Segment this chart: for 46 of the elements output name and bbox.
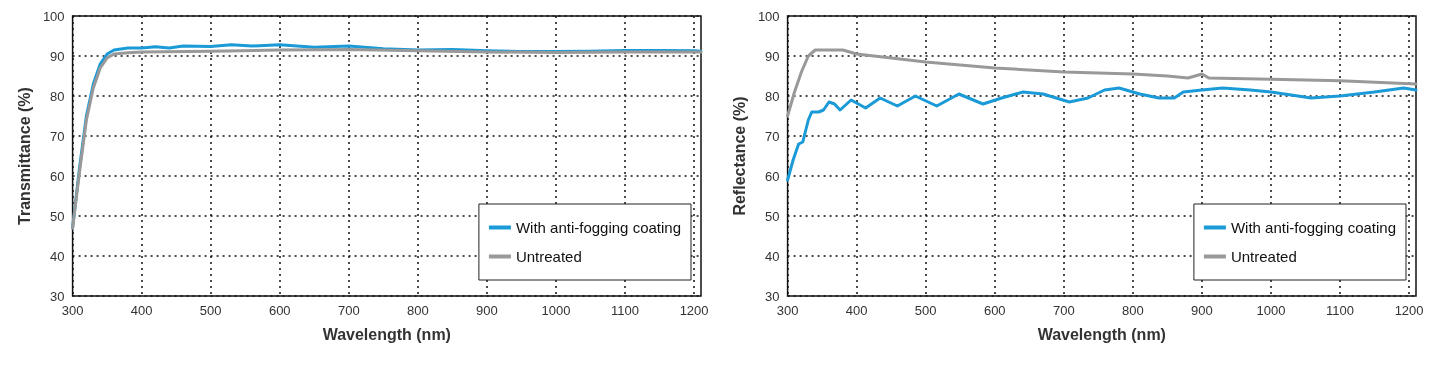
y-tick-label: 90	[765, 48, 780, 64]
x-tick-label: 1100	[1326, 303, 1355, 318]
y-tick-label: 80	[50, 88, 65, 104]
x-axis-title: Wavelength (nm)	[1037, 325, 1166, 343]
y-tick-label: 80	[765, 88, 780, 104]
legend-label: With anti-fogging coating	[515, 219, 682, 236]
x-tick-label: 800	[1122, 303, 1144, 318]
y-tick-label: 30	[50, 288, 65, 304]
x-tick-label: 400	[130, 303, 153, 318]
y-tick-label: 40	[50, 248, 65, 264]
y-tick-label: 30	[765, 288, 780, 304]
y-tick-label: 50	[765, 208, 780, 224]
line-series	[786, 48, 1418, 118]
y-tick-label: 40	[765, 248, 780, 264]
x-tick-label: 700	[337, 303, 360, 318]
y-tick-label: 70	[50, 128, 65, 144]
x-tick-label: 1200	[679, 303, 709, 318]
legend-label: Untreated	[1230, 248, 1297, 265]
y-tick-label: 50	[50, 208, 65, 224]
y-tick-label: 60	[50, 168, 65, 184]
legend-label: Untreated	[515, 248, 582, 265]
x-tick-label: 800	[407, 303, 429, 318]
y-tick-label: 60	[765, 168, 780, 184]
y-axis-title: Transmittance (%)	[15, 87, 33, 225]
y-tick-label: 100	[42, 8, 65, 24]
x-tick-label: 400	[845, 303, 868, 318]
legend-label: With anti-fogging coating	[1230, 219, 1397, 236]
y-tick-label: 100	[757, 8, 780, 24]
x-tick-label: 1000	[1256, 303, 1286, 318]
x-tick-label: 300	[61, 303, 84, 318]
x-axis-title: Wavelength (nm)	[322, 325, 451, 343]
x-tick-label: 600	[983, 303, 1006, 318]
x-tick-label: 500	[914, 303, 937, 318]
x-tick-label: 900	[1191, 303, 1213, 318]
x-tick-label: 700	[1052, 303, 1075, 318]
x-tick-label: 300	[776, 303, 799, 318]
x-tick-label: 500	[199, 303, 222, 318]
x-tick-label: 1200	[1394, 303, 1424, 318]
x-tick-label: 1000	[541, 303, 571, 318]
y-axis-title: Reflectance (%)	[730, 96, 748, 216]
y-tick-label: 90	[50, 48, 65, 64]
y-tick-label: 70	[765, 128, 780, 144]
line-series	[786, 86, 1418, 182]
x-tick-label: 600	[268, 303, 291, 318]
x-tick-label: 900	[476, 303, 498, 318]
x-tick-label: 1100	[611, 303, 640, 318]
